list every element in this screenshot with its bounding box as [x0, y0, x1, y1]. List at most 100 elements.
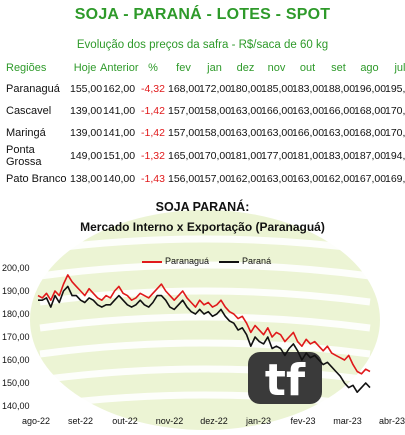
watermark-stripe	[39, 339, 371, 358]
value-cell: 158,00	[199, 105, 232, 117]
watermark-stripe	[39, 287, 371, 306]
page-subtitle: Evolução dos preços da safra - R$/saca d…	[76, 39, 329, 51]
value-cell: 168,00	[168, 83, 201, 95]
price-table: Regiões Hoje Anterior% fev jan dez nov out set ag…	[2, 58, 405, 190]
value-cell: -1,32	[141, 150, 165, 162]
column-header: set	[331, 62, 346, 74]
chart-subtitle: Mercado Interno x Exportação (Paranaguá)	[80, 220, 325, 234]
value-cell: 170,00	[199, 150, 232, 162]
watermark-stripe	[39, 261, 371, 280]
chart-legend: Paranaguá Paraná	[142, 256, 281, 266]
legend-item: Paranaguá	[142, 256, 209, 266]
y-tick-label: 160,00	[2, 355, 30, 365]
value-cell: 180,00	[230, 83, 263, 95]
value-cell: -4,32	[141, 83, 165, 95]
legend-item: Paraná	[219, 256, 271, 266]
value-cell: 157,00	[168, 105, 201, 117]
page-title: SOJA - PARANÁ - LOTES - SPOT	[74, 6, 331, 23]
x-tick-label: set-22	[68, 416, 93, 426]
value-cell: 187,00	[354, 150, 387, 162]
watermark-stripe	[39, 365, 371, 384]
column-header: Regiões	[6, 62, 47, 74]
region-cell: Cascavel	[6, 105, 52, 117]
value-cell: -1,42	[141, 127, 165, 139]
series-line-parana	[38, 285, 371, 394]
value-cell: 163,00	[292, 173, 325, 185]
value-cell: 188,00	[323, 83, 356, 95]
table-row: Paranaguá 155,00 162,00 -4,32 168,00 172,00 18…	[2, 78, 405, 100]
table-row: Ponta Grossa 149,00 151,00 -1,32 165,00 170,0…	[2, 144, 405, 168]
value-cell: 183,00	[323, 150, 356, 162]
value-cell: 141,00	[102, 105, 136, 117]
y-tick-label: 150,00	[2, 378, 30, 388]
value-cell: 163,00	[261, 173, 294, 185]
watermark-stripe	[39, 391, 371, 410]
value-cell: 185,00	[261, 83, 294, 95]
x-tick-label: jan-23	[245, 416, 271, 426]
x-tick-label: mar-23	[333, 416, 362, 426]
value-cell: 181,00	[230, 150, 263, 162]
table-row: Maringá 139,00 141,00 -1,42 157,00 158,00 163,…	[2, 122, 405, 144]
value-cell: -1,43	[141, 173, 165, 185]
y-tick-label: 170,00	[2, 332, 30, 342]
value-cell: 163,00	[230, 127, 263, 139]
value-cell: 165,00	[168, 150, 201, 162]
y-tick-label: 140,00	[2, 401, 30, 411]
column-header: Anterior	[100, 62, 139, 74]
table-header-row: Regiões Hoje Anterior% fev jan dez nov out set ag…	[2, 58, 405, 78]
watermark-stripe	[39, 313, 371, 332]
column-header: out	[299, 62, 316, 74]
value-cell: 183,00	[292, 83, 325, 95]
table-row: Pato Branco 138,00 140,00 -1,43 156,00 157,00…	[2, 168, 405, 190]
value-cell: 138,00	[70, 173, 103, 185]
value-cell: 141,00	[102, 127, 136, 139]
column-header: jul	[394, 62, 405, 74]
y-tick-label: 190,00	[2, 286, 30, 296]
region-cell: Pato Branco	[6, 173, 67, 185]
chart-area: tf 140,00 150,00 160,00 170,00 180,00 190,00 2…	[2, 210, 405, 430]
value-cell: 162,00	[230, 173, 263, 185]
chart-axes: 140,00 150,00 160,00 170,00 180,00 190,00 200,…	[2, 263, 405, 426]
legend-swatch	[219, 260, 240, 263]
chart-title: SOJA PARANÁ:	[155, 200, 250, 214]
x-tick-label: ago-22	[22, 416, 50, 426]
value-cell: 168,00	[354, 105, 387, 117]
x-tick-label: out-22	[112, 416, 138, 426]
legend-label: Paranaguá	[165, 256, 210, 266]
value-cell: 166,00	[261, 105, 294, 117]
value-cell: 140,00	[102, 173, 136, 185]
watermark-stripes-lines	[39, 235, 371, 410]
value-cell: 172,00	[199, 83, 232, 95]
x-tick-label: fev-23	[290, 416, 315, 426]
column-header: %	[148, 62, 158, 74]
legend-swatch	[142, 260, 162, 263]
value-cell: 169,00	[385, 173, 405, 185]
table-row: Cascavel 139,00 141,00 -1,42 157,00 158,00 163…	[2, 100, 405, 122]
region-cell: Ponta Grossa	[6, 144, 42, 168]
column-header: fev	[176, 62, 191, 74]
value-cell: 163,00	[323, 127, 356, 139]
x-tick-label: abr-23	[379, 416, 405, 426]
value-cell: 195,00	[385, 83, 405, 95]
value-cell: -1,42	[141, 105, 165, 117]
x-tick-label: dez-22	[200, 416, 228, 426]
value-cell: 155,00	[70, 83, 103, 95]
chart-series	[37, 274, 371, 394]
value-cell: 157,00	[199, 173, 232, 185]
legend-label: Paraná	[242, 256, 272, 266]
column-header: dez	[236, 62, 255, 74]
value-cell: 170,00	[385, 105, 405, 117]
value-cell: 194,00	[385, 150, 405, 162]
value-cell: 181,00	[292, 150, 325, 162]
y-tick-label: 200,00	[2, 263, 30, 273]
value-cell: 149,00	[70, 150, 103, 162]
value-cell: 162,00	[323, 173, 356, 185]
series-line-paranagua	[37, 274, 371, 375]
column-header: ago	[360, 62, 379, 74]
region-cell: Paranaguá	[6, 83, 60, 95]
y-tick-label: 180,00	[2, 309, 30, 319]
value-cell: 163,00	[261, 127, 294, 139]
value-cell: 177,00	[261, 150, 294, 162]
column-header: Hoje	[73, 62, 97, 74]
value-cell: 166,00	[323, 105, 356, 117]
